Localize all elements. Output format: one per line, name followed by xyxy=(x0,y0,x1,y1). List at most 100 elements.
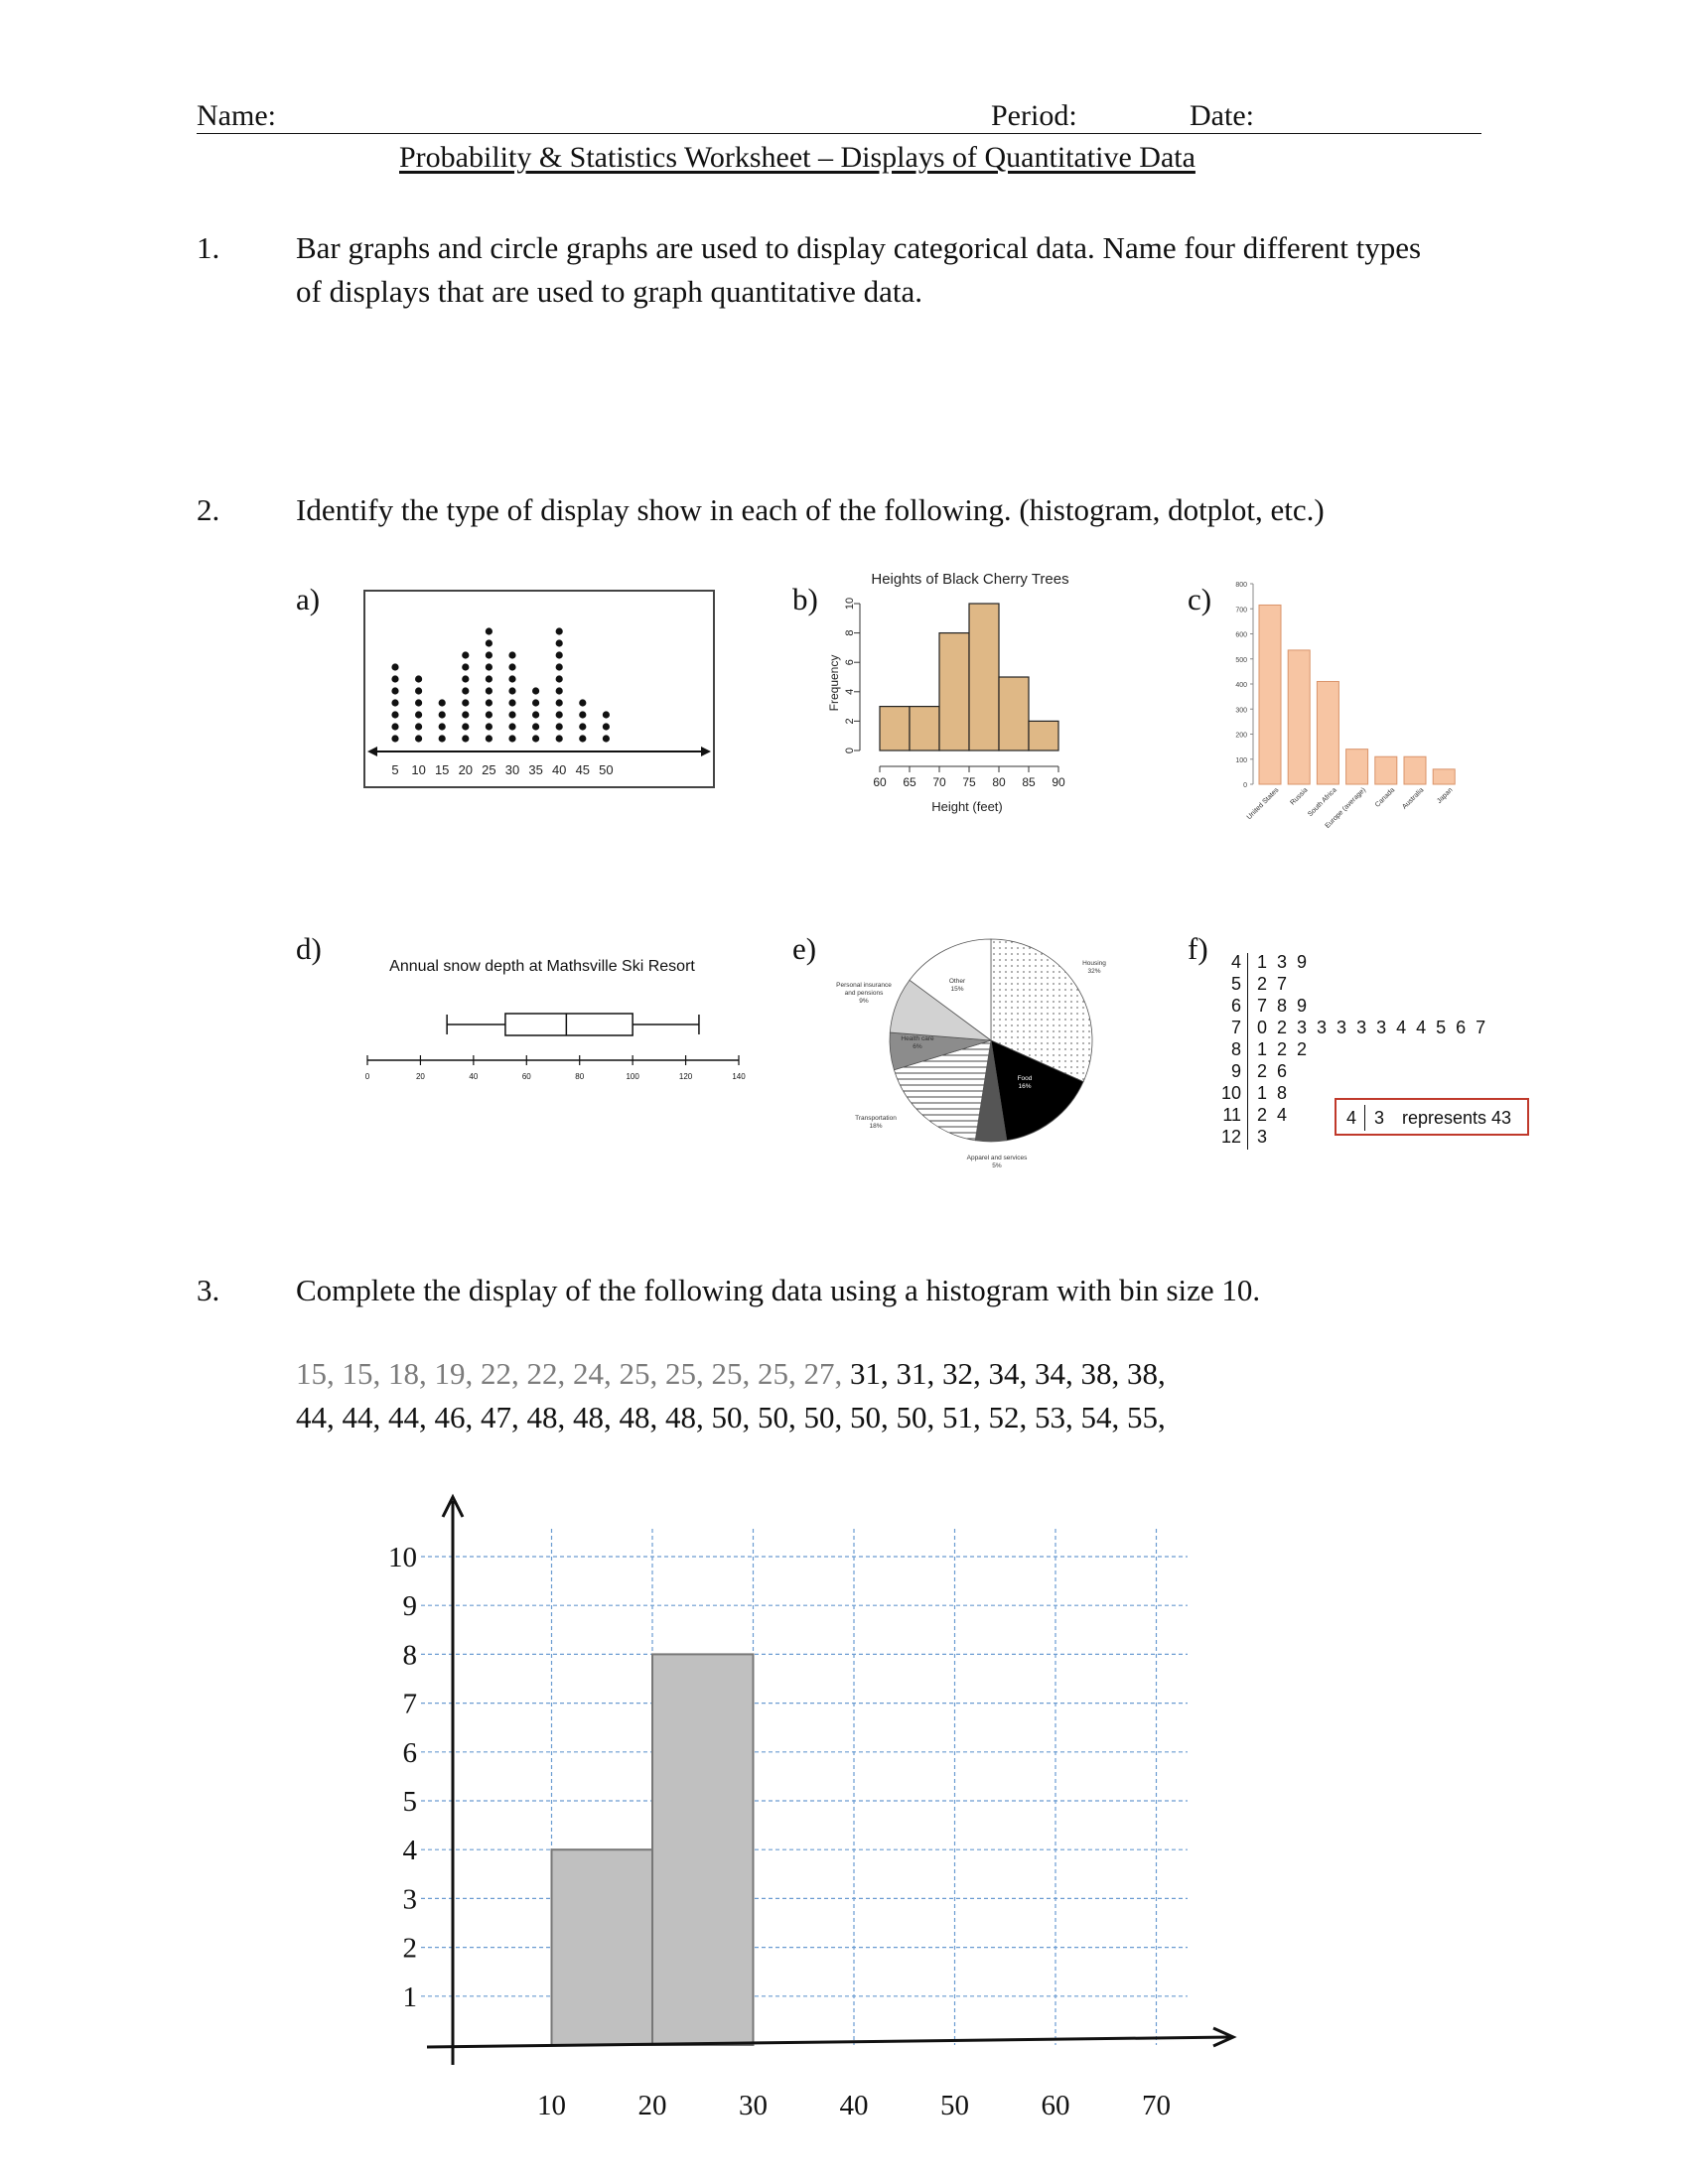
bar-c-category-label: Russia xyxy=(1290,786,1310,806)
dotplot-arrow-left xyxy=(367,747,377,756)
bar-c-category-label: Canada xyxy=(1374,786,1396,808)
dotplot-dot xyxy=(602,723,610,731)
dotplot-tick-label: 5 xyxy=(391,762,398,777)
histogram-y-label: 2 xyxy=(403,1933,418,1965)
leaf-values: 2 6 xyxy=(1257,1061,1288,1081)
stem-leaf-divider xyxy=(1247,953,1248,1150)
given-values: 15, 15, 18, 19, 22, 22, 24, 25, 25, 25, … xyxy=(296,1356,843,1391)
histogram-y-label: 7 xyxy=(403,1689,418,1720)
dotplot-tick-label: 10 xyxy=(411,762,425,777)
bar-c-ytick-label: 0 xyxy=(1243,782,1247,789)
boxplot-tick-label: 60 xyxy=(522,1072,531,1081)
header-rule xyxy=(197,133,1481,134)
dotplot-dot xyxy=(391,687,399,695)
stem-value: 5 xyxy=(1230,974,1241,994)
histogram-x-axis xyxy=(426,2035,1232,2049)
dotplot-dot xyxy=(555,699,563,707)
bar-c-category-label: South Africa xyxy=(1307,786,1338,818)
pie-slice-label: Other 15% xyxy=(949,978,966,993)
stem-leaf-key: 4 3 represents 43 xyxy=(1335,1098,1529,1136)
display-d-label: d) xyxy=(296,931,322,966)
dotplot-dot xyxy=(555,663,563,671)
bar-c-bar xyxy=(1432,768,1456,785)
histogram-bar xyxy=(550,1848,653,2047)
dotplot-tick-label: 30 xyxy=(505,762,519,777)
pie-slice xyxy=(990,1039,1084,1142)
data-values-line-1: 15, 15, 18, 19, 22, 22, 24, 25, 25, 25, … xyxy=(296,1356,1166,1392)
stem-value: 12 xyxy=(1220,1127,1241,1147)
bar-c-bar xyxy=(1403,755,1427,785)
dotplot-dot xyxy=(508,735,516,743)
name-label: Name: xyxy=(197,99,276,132)
histogram-b-ytick-label: 2 xyxy=(844,718,856,724)
dotplot-tick-label: 25 xyxy=(482,762,495,777)
histogram-b-ylabel: Frequency xyxy=(827,655,841,712)
dotplot-dot xyxy=(391,699,399,707)
histogram-y-label: 5 xyxy=(403,1786,418,1818)
stem-value: 8 xyxy=(1230,1039,1241,1059)
stem-value: 6 xyxy=(1230,996,1241,1016)
histogram-bar xyxy=(651,1653,755,2046)
leaf-values: 7 8 9 xyxy=(1257,996,1308,1016)
dotplot-dot xyxy=(532,711,540,719)
histogram-x-label: 20 xyxy=(638,2090,667,2121)
dotplot-dot xyxy=(462,651,470,659)
dotplot-dot xyxy=(532,723,540,731)
worksheet-title: Probability & Statistics Worksheet – Dis… xyxy=(399,141,1196,174)
dotplot-dot xyxy=(485,711,492,719)
y-axis-arrow xyxy=(441,1493,465,1518)
dotplot-dot xyxy=(555,735,563,743)
bar-c-ytick-label: 800 xyxy=(1235,582,1247,589)
histogram-b-ytick-label: 10 xyxy=(844,598,856,610)
dotplot-dot xyxy=(462,687,470,695)
stem-column: 4 5 6 7 8 9 10 11 12 xyxy=(1207,951,1241,1148)
question-1-text: Bar graphs and circle graphs are used to… xyxy=(296,230,1422,309)
dotplot-dot xyxy=(508,711,516,719)
dotplot-dot xyxy=(391,675,399,683)
dotplot-dot xyxy=(462,675,470,683)
dotplot-dot xyxy=(579,723,587,731)
dotplot-dot xyxy=(485,663,492,671)
leaf-values: 1 2 2 xyxy=(1257,1039,1308,1059)
key-divider xyxy=(1364,1105,1365,1131)
display-c-label: c) xyxy=(1188,582,1212,616)
boxplot-tick-label: 140 xyxy=(732,1072,746,1081)
histogram-b-xtick-label: 70 xyxy=(932,775,946,789)
question-3-text: Complete the display of the following da… xyxy=(296,1273,1261,1307)
display-f-label: f) xyxy=(1188,931,1208,966)
data-values-line-2: 44, 44, 44, 46, 47, 48, 48, 48, 48, 50, … xyxy=(296,1400,1166,1434)
dotplot-dot xyxy=(438,711,446,719)
leaf-values: 2 7 xyxy=(1257,974,1288,994)
stem-value: 7 xyxy=(1230,1018,1241,1037)
boxplot-title: Annual snow depth at Mathsville Ski Reso… xyxy=(389,958,695,975)
pie-slice-label: Health care 6% xyxy=(901,1035,934,1050)
dotplot-dot xyxy=(462,723,470,731)
pie-slice xyxy=(990,938,1093,1083)
dotplot-dot xyxy=(415,723,423,731)
histogram-worksheet-grid: 1 2 3 4 5 6 7 8 9 10 10 20 30 40 50 60 70 xyxy=(388,1493,1237,2121)
histogram-x-label: 60 xyxy=(1042,2090,1070,2121)
bar-c-ytick-label: 600 xyxy=(1235,632,1247,639)
pie-slice xyxy=(909,938,992,1041)
question-2-text: Identify the type of display show in eac… xyxy=(296,492,1325,527)
dotplot-dot xyxy=(462,663,470,671)
boxplot-tick-label: 80 xyxy=(575,1072,584,1081)
dotplot-tick-label: 40 xyxy=(552,762,566,777)
histogram-y-label: 1 xyxy=(403,1981,418,2013)
dotplot-dot xyxy=(508,687,516,695)
dotplot-dot xyxy=(579,711,587,719)
remaining-values: 31, 31, 32, 34, 34, 38, 38, xyxy=(842,1356,1166,1391)
histogram-x-label: 30 xyxy=(739,2090,768,2121)
histogram-b-xtick-label: 85 xyxy=(1022,775,1036,789)
dotplot-dot xyxy=(555,627,563,635)
histogram-b-bar xyxy=(998,676,1030,751)
dotplot-dot xyxy=(508,723,516,731)
dotplot-dot xyxy=(555,723,563,731)
dotplot-dot xyxy=(462,699,470,707)
boxplot-tick-label: 100 xyxy=(626,1072,639,1081)
boxplot-tick-label: 20 xyxy=(416,1072,425,1081)
pie-slice-label: Personal insurance and pensions 9% xyxy=(836,982,892,1005)
bar-c-category-label: United States xyxy=(1246,786,1281,821)
bar-c-ytick-label: 100 xyxy=(1235,757,1247,764)
dotplot-dot xyxy=(438,723,446,731)
